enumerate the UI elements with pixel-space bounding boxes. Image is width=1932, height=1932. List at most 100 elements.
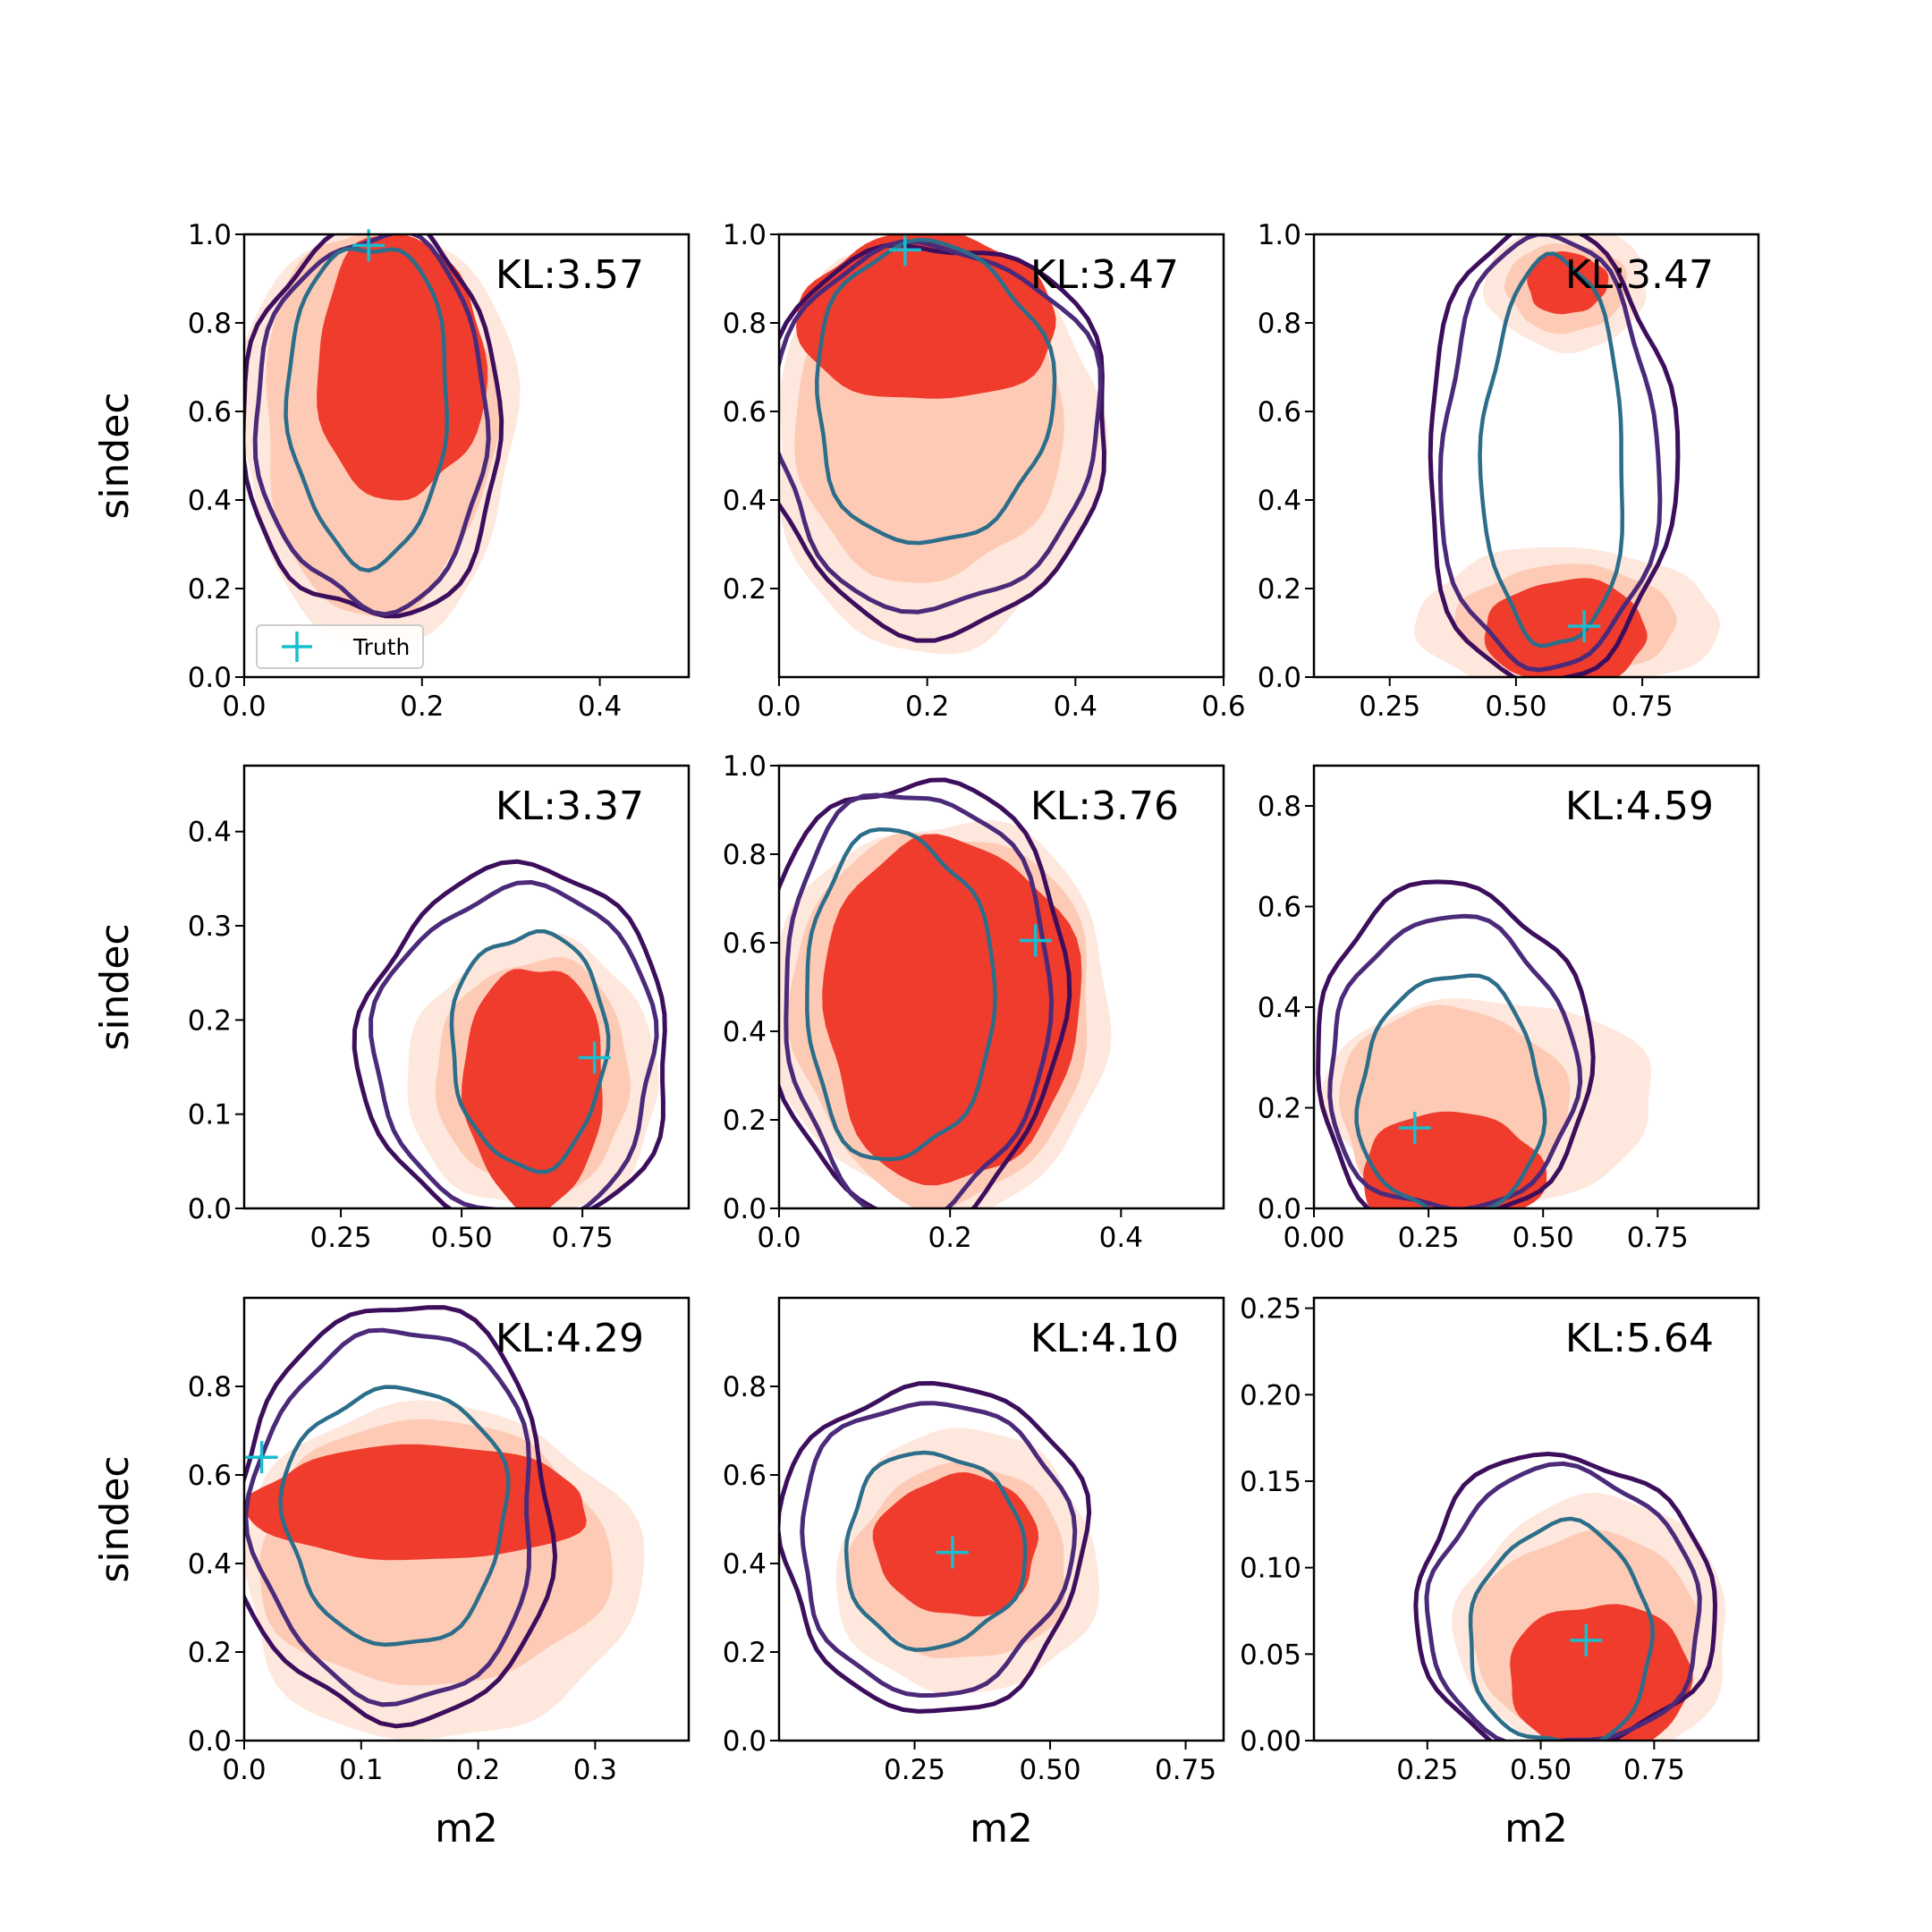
axes-frame [242, 764, 691, 1210]
density-fill-level-2 [1363, 1111, 1547, 1208]
y-tick-label: 0.1 [188, 1099, 232, 1131]
plus-icon [282, 631, 312, 662]
y-tick-label: 0.0 [1258, 662, 1301, 694]
x-tick-label: 0.3 [573, 1754, 617, 1786]
contour-mid [1437, 234, 1663, 673]
y-tick-label: 0.2 [723, 1105, 767, 1137]
y-tick-label: 0.4 [723, 1016, 767, 1048]
contour-outer [244, 1305, 558, 1729]
y-tick-label: 0.05 [1240, 1639, 1301, 1671]
plot-area [1413, 1451, 1726, 1741]
density-fill-level-2 [462, 969, 603, 1208]
plot-area [352, 859, 667, 1208]
y-tick-label: 1.0 [723, 750, 767, 783]
contour-inner [1354, 973, 1547, 1208]
truth-marker [1570, 1623, 1603, 1657]
contour-outer [1428, 234, 1681, 677]
y-tick-label: 0.0 [188, 662, 232, 694]
plot-area [1316, 879, 1652, 1208]
x-tick-label: 0.00 [1283, 1222, 1344, 1254]
y-tick-label: 0.2 [188, 1637, 232, 1669]
x-tick-label: 0.2 [905, 691, 949, 723]
x-axis-label: m2 [1504, 1806, 1568, 1852]
x-tick-label: 0.6 [1201, 691, 1245, 723]
density-fill-level-2 [1510, 1604, 1693, 1741]
contour-inner [805, 826, 997, 1162]
kl-label: KL:3.76 [1030, 784, 1179, 829]
y-tick-label: 0.2 [1258, 573, 1301, 606]
y-tick-label: 1.0 [188, 219, 232, 251]
y-tick-label: 0.2 [188, 573, 232, 606]
contour-mid [1327, 913, 1583, 1208]
axes-frame [777, 764, 1225, 1210]
subplot-3: 0.25 0.50 0.75 0.0 0.2 0.4 0.6 0.8 1.0 KL:3.47 [1258, 219, 1760, 723]
truth-marker [1398, 1112, 1431, 1144]
y-tick-label: 0.2 [188, 1004, 232, 1037]
contour-inner [843, 1450, 1028, 1652]
x-tick-label: 0.2 [928, 1222, 971, 1254]
subplot-8: 0.25 0.50 0.75 0.0 0.2 0.4 0.6 0.8 KL:4.10 m2 [723, 1296, 1225, 1852]
contour-outer [1316, 879, 1596, 1208]
x-tick-label: 0.1 [339, 1754, 383, 1786]
x-tick-label: 0.50 [1485, 691, 1546, 723]
contour-outer [779, 777, 1072, 1208]
axes-frame [777, 233, 1225, 679]
subplot-6: 0.00 0.25 0.50 0.75 0.0 0.2 0.4 0.6 0.8 KL:4.59 [1258, 764, 1760, 1254]
y-axis-label: sindec [92, 392, 138, 519]
legend: Truth [256, 624, 424, 669]
kl-label: KL:4.29 [496, 1316, 644, 1361]
plot-area [779, 1380, 1099, 1714]
contour-inner [449, 928, 611, 1174]
legend-label: Truth [352, 634, 410, 660]
y-tick-label: 0.10 [1240, 1553, 1301, 1585]
contour-outer [244, 234, 504, 619]
y-tick-label: 0.8 [1258, 308, 1301, 340]
contour-inner [1468, 1516, 1655, 1741]
x-tick-label: 0.75 [1623, 1754, 1685, 1786]
axes-frame [242, 1296, 691, 1742]
x-axis-label: m2 [435, 1806, 498, 1852]
subplot-9: 0.25 0.50 0.75 0.00 0.05 0.10 0.15 0.20 0.25 KL:5… [1240, 1293, 1760, 1852]
y-tick-label: 0.3 [188, 911, 232, 943]
y-tick-label: 0.4 [188, 817, 232, 849]
truth-marker [578, 1041, 611, 1074]
axes-frame [777, 1296, 1225, 1742]
subplot-2: 0.0 0.2 0.4 0.6 0.2 0.4 0.6 0.8 1.0 KL:3.47 [723, 219, 1246, 723]
x-tick-label: 0.25 [884, 1754, 945, 1786]
y-tick-label: 1.0 [723, 219, 767, 251]
truth-marker [245, 1441, 278, 1474]
y-tick-label: 0.4 [1258, 992, 1301, 1024]
plot-area [1414, 234, 1720, 677]
kl-label: KL:4.10 [1030, 1316, 1179, 1361]
y-tick-label: 0.8 [188, 308, 232, 340]
y-tick-label: 0.25 [1240, 1293, 1301, 1326]
y-tick-label: 0.6 [1258, 892, 1301, 924]
y-axis-label: sindec [92, 1455, 138, 1582]
axes-frame [1312, 764, 1760, 1210]
density-fill-level-2 [796, 234, 1056, 399]
subplot-4: 0.25 0.50 0.75 0.0 0.1 0.2 0.3 0.4 KL:3.37 sindec [92, 764, 691, 1254]
x-tick-label: 0.50 [1513, 1222, 1574, 1254]
x-tick-label: 0.50 [1510, 1754, 1572, 1786]
y-tick-label: 0.0 [1258, 1193, 1301, 1225]
y-tick-label: 0.4 [1258, 485, 1301, 517]
x-tick-label: 0.4 [1054, 691, 1097, 723]
density-fill-level-2 [872, 1472, 1038, 1617]
kl-label: KL:3.57 [496, 252, 644, 298]
y-tick-label: 0.4 [188, 485, 232, 517]
x-tick-label: 0.50 [431, 1222, 493, 1254]
kl-label: KL:3.37 [496, 784, 644, 829]
y-tick-label: 0.6 [723, 396, 767, 428]
plot-area [244, 234, 521, 642]
contour-mid [369, 879, 659, 1208]
subplot-7: 0.0 0.1 0.2 0.3 0.0 0.2 0.4 0.6 0.8 KL:4.29 sindec… [92, 1296, 691, 1852]
axes-frame [1312, 1296, 1760, 1742]
y-tick-label: 0.0 [723, 1193, 767, 1225]
y-tick-label: 1.0 [1258, 219, 1301, 251]
y-tick-label: 0.8 [188, 1371, 232, 1403]
x-tick-label: 0.75 [1155, 1754, 1216, 1786]
x-tick-label: 0.25 [1359, 691, 1420, 723]
y-tick-label: 0.2 [1258, 1093, 1301, 1125]
y-tick-label: 0.6 [188, 1460, 232, 1492]
